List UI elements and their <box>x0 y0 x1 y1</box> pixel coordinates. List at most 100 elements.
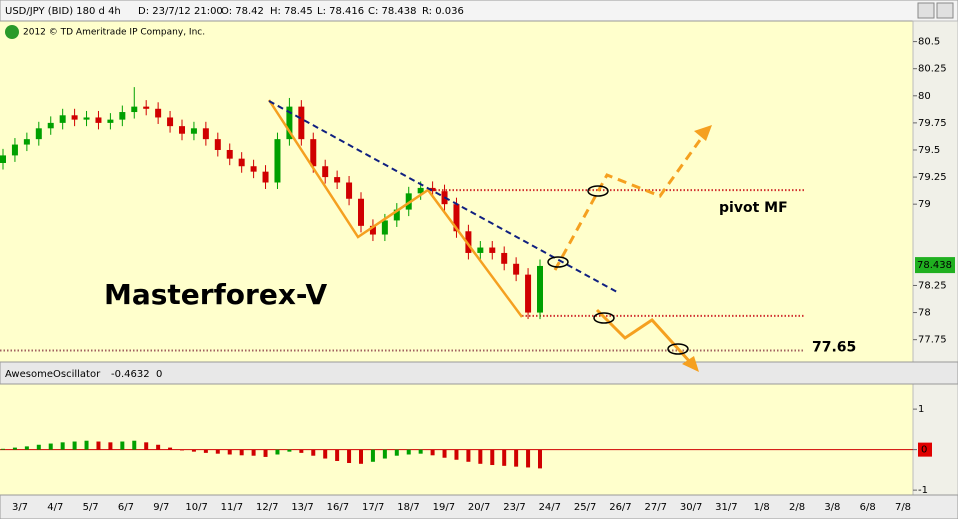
open: O: 78.42 <box>221 6 264 17</box>
y-tick-label: 77.75 <box>918 335 947 346</box>
arrow-head <box>682 356 699 372</box>
oscillator-bar <box>359 449 363 464</box>
candle-body <box>83 117 90 120</box>
x-tick-label: 19/7 <box>433 502 455 513</box>
date: D: 23/7/12 21:00 <box>138 6 223 17</box>
y-tick-label: 1 <box>918 404 924 415</box>
price-tag-label: 78.438 <box>917 260 952 271</box>
candle-body <box>310 139 317 167</box>
forecast-down <box>595 308 692 364</box>
candle-body <box>35 128 42 140</box>
watermark: Masterforex-V <box>104 278 327 311</box>
x-tick-label: 7/8 <box>895 502 911 513</box>
candle-body <box>501 252 508 264</box>
candle-body <box>59 115 66 123</box>
candle-body <box>369 225 376 235</box>
oscillator-bar <box>406 449 411 455</box>
x-tick-label: 10/7 <box>185 502 207 513</box>
y-tick-label: 80.5 <box>918 37 940 48</box>
oscillator-bar <box>466 449 471 462</box>
x-tick-label: 16/7 <box>327 502 349 513</box>
oscillator-bar <box>48 443 53 450</box>
oscillator-bar <box>84 440 89 450</box>
oscillator-bar <box>36 444 41 450</box>
x-tick-label: 2/8 <box>789 502 805 513</box>
oscillator-bar <box>287 449 292 452</box>
oscillator-bar <box>108 442 113 450</box>
button[interactable] <box>917 2 935 19</box>
candle-body <box>226 149 233 159</box>
oscillator-bar <box>382 449 387 459</box>
x-tick-label: 9/7 <box>153 502 169 513</box>
candle-body <box>131 106 138 113</box>
x-tick-label: 18/7 <box>397 502 419 513</box>
oscillator-value: -0.4632 <box>111 369 150 380</box>
x-tick-label: 25/7 <box>574 502 596 513</box>
candle-body <box>47 122 54 129</box>
candle-body <box>23 139 30 145</box>
candle-body <box>298 106 305 140</box>
candle-body <box>274 139 281 183</box>
oscillator-bar <box>347 449 352 463</box>
y-tick-label: 80.25 <box>918 64 947 75</box>
candle-body <box>107 119 114 123</box>
marker <box>593 312 615 324</box>
x-tick-label: 20/7 <box>468 502 490 513</box>
copyright: 2012 © TD Ameritrade IP Company, Inc. <box>23 28 205 38</box>
x-tick-label: 13/7 <box>291 502 313 513</box>
oscillator-bar <box>311 449 316 456</box>
oscillator-bar <box>478 449 483 464</box>
candle-body <box>71 115 78 120</box>
candle-body <box>167 117 174 127</box>
oscillator-bar <box>12 447 17 450</box>
x-tick-label: 6/8 <box>860 502 876 513</box>
oscillator-bar <box>1 448 5 450</box>
oscillator-bar <box>24 446 29 450</box>
oscillator-bar <box>227 449 232 455</box>
oscillator-bar <box>156 444 161 450</box>
candle-body <box>11 144 18 156</box>
x-tick-label: 6/7 <box>118 502 134 513</box>
x-tick-label: 23/7 <box>503 502 525 513</box>
symbol: USD/JPY (BID) 180 d 4h <box>5 6 121 17</box>
candle-body <box>119 112 126 120</box>
candle-body <box>346 182 353 199</box>
x-tick-label: 12/7 <box>256 502 278 513</box>
y-tick-label: 79.75 <box>918 118 947 129</box>
oscillator-bar <box>191 449 196 452</box>
oscillator-name: AwesomeOscillator <box>5 369 101 380</box>
candle-body <box>334 177 341 183</box>
oscillator-bar <box>120 441 125 450</box>
button[interactable] <box>936 2 954 19</box>
x-tick-label: 5/7 <box>83 502 99 513</box>
candle-body <box>358 198 364 226</box>
candle-body <box>179 126 185 134</box>
marker <box>547 256 569 268</box>
price-tag <box>915 257 955 274</box>
candle-body <box>143 106 150 109</box>
date-axis <box>0 494 958 519</box>
x-tick-label: 3/7 <box>12 502 28 513</box>
candle-body <box>322 166 329 178</box>
x-tick-label: 4/7 <box>47 502 63 513</box>
oscillator-bar <box>215 449 220 454</box>
oscillator-bar <box>132 440 137 450</box>
info-icon[interactable] <box>5 25 19 39</box>
x-tick-label: 3/8 <box>824 502 840 513</box>
y-tick-label: 78 <box>918 308 931 319</box>
x-tick-label: 30/7 <box>680 502 702 513</box>
oscillator-bar <box>370 449 375 462</box>
oscillator-bar <box>430 449 435 456</box>
marker <box>587 185 609 197</box>
oscillator-bar <box>239 449 244 456</box>
trend-line <box>268 100 618 293</box>
candle-body <box>0 155 6 163</box>
candle-body <box>489 247 496 253</box>
oscillator-bar <box>168 447 173 450</box>
candle-body <box>381 220 388 235</box>
y-tick-label: 79.25 <box>918 172 947 183</box>
oscillator-bar <box>275 449 280 455</box>
oscillator-bar <box>299 449 304 453</box>
oscillator-bar <box>203 449 208 453</box>
oscillator-bar <box>514 449 519 467</box>
